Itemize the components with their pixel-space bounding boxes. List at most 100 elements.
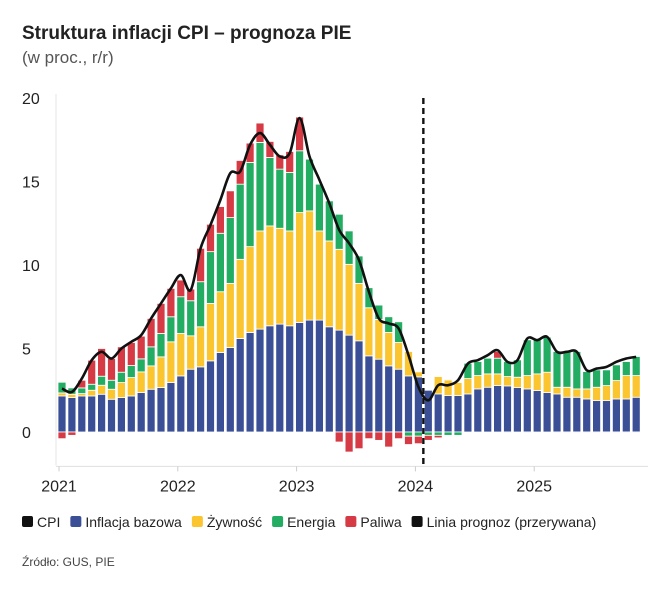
bars [57, 116, 641, 453]
bar-energy [186, 300, 196, 337]
bar-core [404, 375, 413, 433]
bar-fuel [552, 431, 562, 434]
bar-core [631, 396, 641, 433]
bar-energy [126, 365, 136, 378]
bar-energy [225, 217, 235, 284]
bar-core [176, 375, 186, 433]
bar-core [156, 387, 166, 433]
bar-food [354, 282, 364, 342]
bar-energy [206, 251, 215, 304]
bar-food [156, 356, 166, 388]
bar-food [552, 386, 562, 395]
bar-food [245, 246, 255, 333]
bar-food [196, 326, 206, 368]
bar-energy [532, 339, 542, 375]
bar-core [592, 400, 601, 433]
bar-core [117, 397, 126, 433]
bar-food [334, 248, 344, 331]
bar-fuel [631, 431, 641, 434]
bar-energy [493, 357, 503, 375]
bar-energy [592, 369, 601, 388]
cpi-line [61, 116, 637, 402]
bar-energy [314, 183, 324, 232]
bar-food [57, 392, 67, 397]
x-tick-label: 2025 [516, 478, 552, 495]
bar-food [255, 230, 265, 330]
bar-food [513, 376, 522, 388]
bar-fuel [522, 431, 532, 434]
bar-food [215, 291, 225, 353]
chart-subtitle: (w proc., r/r) [22, 48, 114, 67]
bar-core [344, 334, 354, 433]
bar-fuel [394, 431, 404, 440]
bar-food [265, 225, 275, 327]
bar-fuel [67, 431, 77, 436]
bar-energy [136, 358, 146, 373]
bar-food [562, 386, 572, 398]
bar-energy [275, 168, 285, 229]
bar-energy [621, 361, 631, 376]
bar-core [612, 398, 621, 433]
legend-swatch [22, 516, 33, 527]
bar-food [612, 380, 621, 400]
bar-energy [552, 351, 562, 388]
bar-core [215, 352, 225, 433]
bar-food [522, 375, 532, 390]
bar-energy [87, 383, 97, 391]
bar-core [97, 393, 106, 433]
bar-food [503, 376, 512, 387]
bar-core [275, 323, 285, 433]
bar-food [295, 212, 305, 323]
bar-energy [404, 431, 413, 437]
bar-fuel [404, 435, 413, 445]
bar-core [522, 388, 532, 433]
bar-fuel [374, 431, 384, 441]
bar-food [186, 335, 196, 370]
bar-food [126, 377, 136, 397]
bar-core [285, 325, 295, 433]
bar-core [166, 382, 176, 433]
bar-energy [612, 364, 621, 381]
bar-core [354, 340, 364, 433]
bar-energy [562, 351, 572, 388]
bar-core [572, 396, 582, 433]
bar-energy [631, 356, 641, 376]
bar-energy [265, 157, 275, 227]
bar-core [225, 347, 235, 433]
bar-energy [602, 369, 611, 386]
y-tick-label: 20 [22, 91, 40, 108]
bar-fuel [413, 435, 423, 445]
bar-food [314, 230, 324, 321]
bar-core [295, 322, 305, 433]
bar-energy [394, 321, 404, 343]
bar-fuel [334, 431, 344, 443]
bar-fuel [354, 431, 364, 450]
bar-energy [77, 387, 87, 394]
bar-core [443, 395, 453, 433]
bar-core [136, 392, 146, 433]
bar-energy [235, 183, 245, 260]
bar-fuel [562, 431, 572, 434]
bar-core [433, 393, 443, 433]
bar-food [483, 373, 493, 388]
bar-core [324, 326, 334, 433]
bar-food [285, 230, 295, 327]
bar-energy [245, 162, 255, 248]
bar-energy [196, 281, 206, 328]
bar-fuel [344, 431, 354, 453]
bar-fuel [176, 279, 186, 298]
bar-energy [215, 232, 225, 293]
bar-energy [156, 333, 166, 358]
bar-energy [582, 371, 592, 390]
bar-food [117, 382, 126, 398]
bar-food [532, 373, 542, 391]
legend-label: Paliwa [360, 514, 401, 530]
bar-energy [285, 172, 295, 232]
legend-label: Inflacja bazowa [85, 514, 182, 530]
bar-fuel [621, 431, 631, 434]
bar-food [275, 227, 285, 325]
bar-food [453, 382, 463, 396]
bar-core [503, 385, 512, 433]
bar-energy [146, 346, 156, 367]
chart-title: Struktura inflacji CPI – prognoza PIE [22, 23, 351, 44]
